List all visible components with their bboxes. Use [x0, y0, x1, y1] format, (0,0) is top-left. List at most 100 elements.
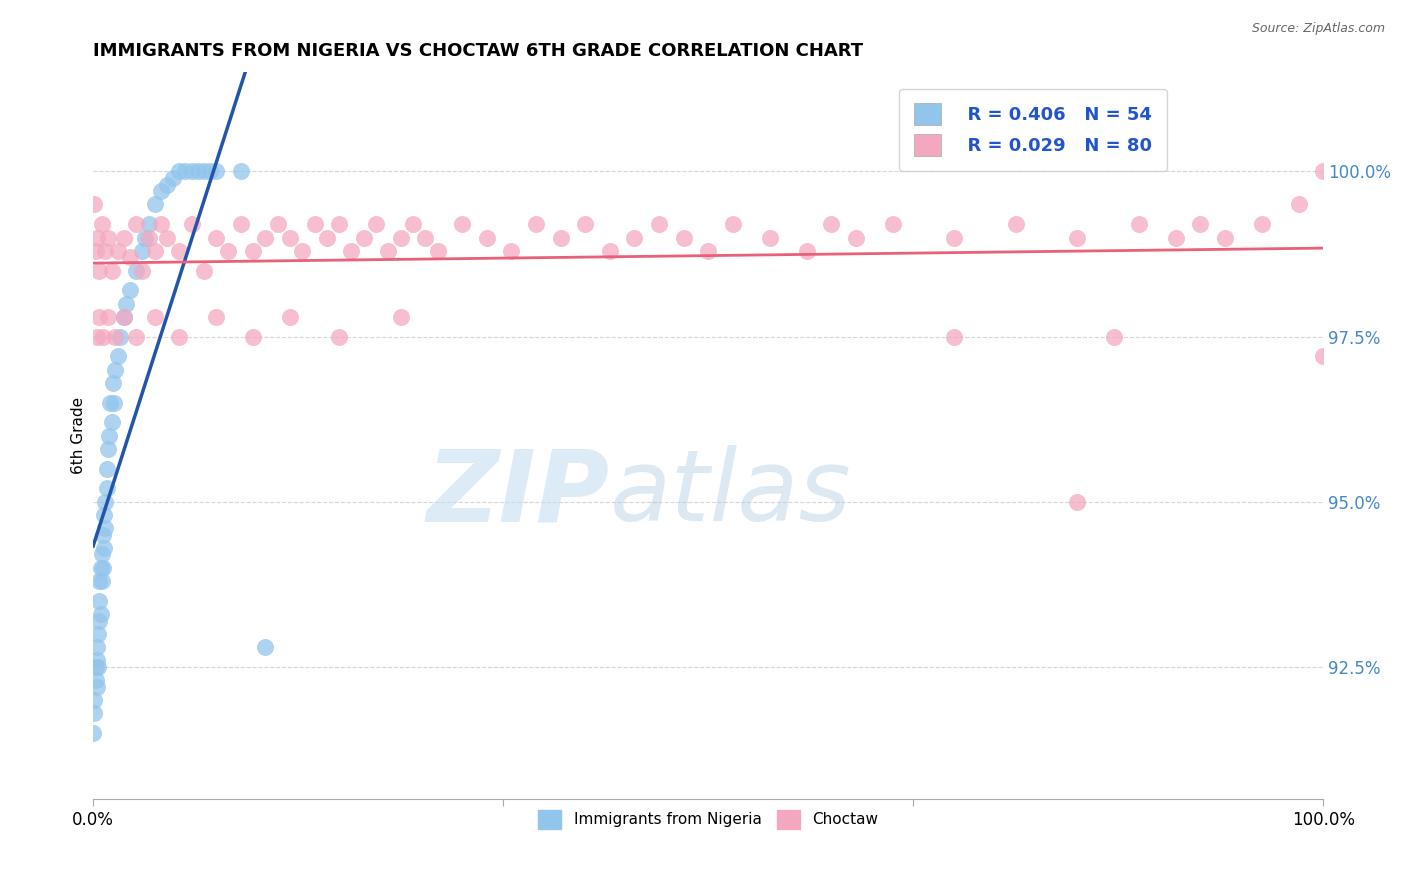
Point [149, 184, 172, 198]
Point [328, 217, 350, 231]
Point [1004, 217, 1026, 231]
Point [205, 164, 228, 178]
Point [389, 230, 412, 244]
Point [125, 329, 148, 343]
Point [721, 217, 744, 231]
Text: ZIP: ZIP [427, 445, 610, 542]
Point [83, 197, 105, 211]
Point [83, 706, 105, 720]
Point [254, 230, 277, 244]
Point [87, 659, 110, 673]
Point [96, 482, 118, 496]
Point [84, 244, 107, 258]
Point [882, 217, 904, 231]
Point [648, 217, 671, 231]
Point [120, 250, 142, 264]
Point [672, 230, 695, 244]
Point [697, 244, 720, 258]
Point [1312, 164, 1334, 178]
Point [84, 673, 107, 687]
Point [426, 244, 449, 258]
Point [90, 607, 112, 621]
Point [1288, 197, 1310, 211]
Point [89, 263, 111, 277]
Point [89, 614, 111, 628]
Point [103, 395, 125, 409]
Point [169, 329, 191, 343]
Point [90, 560, 112, 574]
Point [193, 263, 215, 277]
Point [169, 164, 191, 178]
Point [91, 560, 114, 574]
Point [820, 217, 842, 231]
Point [101, 376, 124, 390]
Point [218, 244, 240, 258]
Point [1066, 494, 1088, 508]
Point [180, 217, 202, 231]
Text: Source: ZipAtlas.com: Source: ZipAtlas.com [1251, 22, 1385, 36]
Text: IMMIGRANTS FROM NIGERIA VS CHOCTAW 6TH GRADE CORRELATION CHART: IMMIGRANTS FROM NIGERIA VS CHOCTAW 6TH G… [93, 42, 863, 60]
Point [86, 653, 108, 667]
Point [94, 494, 117, 508]
Point [174, 164, 197, 178]
Point [845, 230, 868, 244]
Point [138, 217, 160, 231]
Point [100, 416, 122, 430]
Point [112, 310, 135, 324]
Point [94, 521, 117, 535]
Point [87, 626, 110, 640]
Point [205, 310, 228, 324]
Point [758, 230, 780, 244]
Point [187, 164, 209, 178]
Point [291, 244, 314, 258]
Point [131, 244, 153, 258]
Point [115, 296, 138, 310]
Point [107, 350, 129, 364]
Point [86, 329, 108, 343]
Point [94, 244, 117, 258]
Point [389, 310, 412, 324]
Point [149, 217, 172, 231]
Point [242, 329, 264, 343]
Point [97, 230, 120, 244]
Point [599, 244, 621, 258]
Point [131, 263, 153, 277]
Point [138, 230, 160, 244]
Point [266, 217, 288, 231]
Point [364, 217, 387, 231]
Point [315, 230, 337, 244]
Point [1164, 230, 1187, 244]
Point [278, 230, 301, 244]
Point [86, 680, 108, 694]
Point [1312, 350, 1334, 364]
Point [89, 310, 111, 324]
Point [340, 244, 363, 258]
Point [134, 230, 156, 244]
Point [229, 164, 252, 178]
Point [402, 217, 425, 231]
Point [90, 574, 112, 588]
Point [377, 244, 399, 258]
Point [193, 164, 215, 178]
Point [125, 263, 148, 277]
Point [524, 217, 547, 231]
Point [198, 164, 221, 178]
Point [242, 244, 264, 258]
Point [90, 217, 112, 231]
Point [112, 230, 135, 244]
Point [1128, 217, 1150, 231]
Point [83, 692, 105, 706]
Point [475, 230, 498, 244]
Point [623, 230, 645, 244]
Point [125, 217, 148, 231]
Point [1189, 217, 1212, 231]
Point [107, 244, 129, 258]
Point [796, 244, 818, 258]
Point [1250, 217, 1272, 231]
Point [180, 164, 202, 178]
Point [82, 726, 104, 740]
Point [353, 230, 375, 244]
Point [229, 217, 252, 231]
Y-axis label: 6th Grade: 6th Grade [72, 397, 86, 475]
Point [100, 263, 122, 277]
